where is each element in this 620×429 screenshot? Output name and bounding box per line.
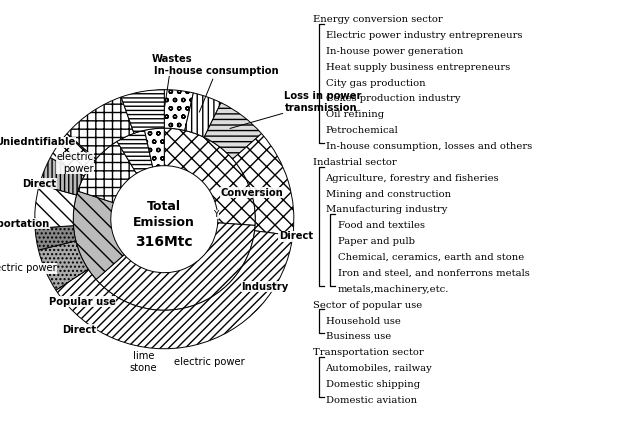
Wedge shape [35,185,76,228]
Text: Manufacturing industry: Manufacturing industry [326,205,447,214]
Text: metals,machinery,etc.: metals,machinery,etc. [338,285,450,294]
Text: Conversion: Conversion [221,188,283,198]
Text: Direct: Direct [279,231,313,241]
Text: Business use: Business use [326,332,391,341]
Text: Agriculture, forestry and fisheries: Agriculture, forestry and fisheries [326,174,499,183]
Text: Electric power industry entrepreneurs: Electric power industry entrepreneurs [326,31,522,40]
Text: Automobiles, railway: Automobiles, railway [326,364,432,373]
Text: In-house power generation: In-house power generation [326,47,463,56]
Wedge shape [204,103,262,159]
Text: Mining and construction: Mining and construction [326,190,451,199]
Text: 316Mtc: 316Mtc [136,235,193,249]
Wedge shape [73,191,124,280]
Text: In-house consumption, losses and others: In-house consumption, losses and others [326,142,532,151]
Text: Transportation: Transportation [0,219,50,229]
Wedge shape [67,97,134,159]
Wedge shape [35,226,76,250]
Text: Household use: Household use [326,317,401,326]
Text: In-house consumption: In-house consumption [154,66,278,112]
Text: Y: Y [213,210,218,219]
Text: Transportation sector: Transportation sector [313,348,424,357]
Wedge shape [78,142,136,202]
Text: Indastrial sector: Indastrial sector [313,158,397,167]
Wedge shape [164,128,255,225]
Text: electric power: electric power [0,263,56,273]
Wedge shape [96,223,255,310]
Text: Domestic aviation: Domestic aviation [326,396,417,405]
Text: Sector of popular use: Sector of popular use [313,301,422,310]
Wedge shape [117,130,153,173]
Text: Direct: Direct [22,178,56,188]
Text: Cokes production industry: Cokes production industry [326,94,460,103]
Wedge shape [121,90,164,133]
Text: Energy conversion sector: Energy conversion sector [313,15,443,24]
Text: Domestic shipping: Domestic shipping [326,380,420,389]
Text: City gas production: City gas production [326,79,425,88]
Text: electric
power: electric power [57,152,94,174]
Text: Paper and pulb: Paper and pulb [338,237,415,246]
Text: Popular use: Popular use [48,297,115,307]
Text: Industry: Industry [241,282,288,292]
Wedge shape [185,93,221,137]
Text: Loss in power
transmission: Loss in power transmission [230,91,362,128]
Wedge shape [56,231,293,349]
Text: Wastes: Wastes [151,54,192,106]
Text: Petrochemical: Petrochemical [326,126,398,135]
Wedge shape [144,128,164,167]
Text: Iron and steel, and nonferrons metals: Iron and steel, and nonferrons metals [338,269,529,278]
Wedge shape [40,157,84,195]
Text: electric power: electric power [174,357,245,367]
Text: Total: Total [148,200,181,214]
Wedge shape [232,133,294,236]
Text: Oil refining: Oil refining [326,110,384,119]
Text: Direct: Direct [63,325,97,335]
Text: Emission: Emission [133,217,195,230]
Text: Food and textiles: Food and textiles [338,221,425,230]
Text: lime
stone: lime stone [130,351,157,373]
Wedge shape [38,241,88,290]
Text: Chemical, ceramics, earth and stone: Chemical, ceramics, earth and stone [338,253,524,262]
Text: Uniedntifiable: Uniedntifiable [0,137,75,147]
Wedge shape [164,90,193,130]
Wedge shape [50,133,96,176]
Text: Heat supply business entrepreneurs: Heat supply business entrepreneurs [326,63,510,72]
